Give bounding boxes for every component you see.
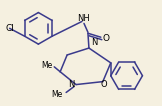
Text: O: O bbox=[101, 80, 107, 89]
Text: N: N bbox=[91, 38, 97, 47]
Text: NH: NH bbox=[78, 14, 90, 23]
Text: N: N bbox=[68, 80, 74, 89]
Text: Cl: Cl bbox=[6, 24, 15, 33]
Text: Me: Me bbox=[41, 61, 52, 70]
Text: Me: Me bbox=[51, 90, 62, 99]
Text: O: O bbox=[103, 34, 110, 43]
